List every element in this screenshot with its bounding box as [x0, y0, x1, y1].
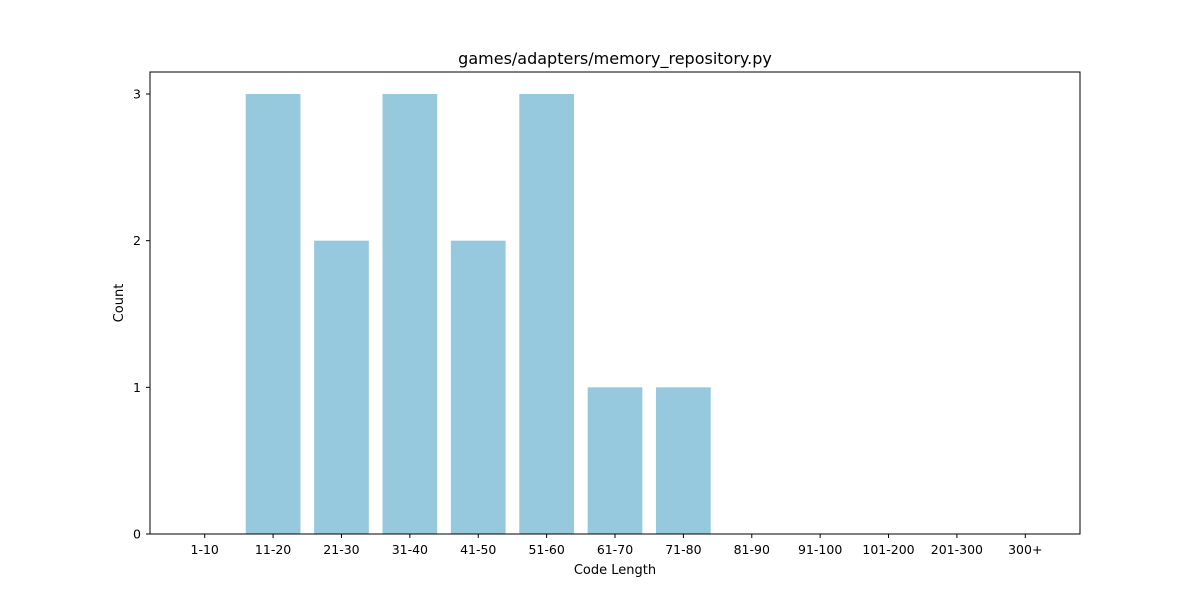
x-tick-label: 1-10 [191, 542, 219, 557]
x-tick-label: 300+ [1008, 542, 1042, 557]
y-axis-label: Count [112, 284, 127, 323]
y-axis-ticks: 0 1 2 3 [133, 87, 150, 542]
chart-title: games/adapters/memory_repository.py [458, 49, 772, 69]
x-tick-label: 51-60 [528, 542, 564, 557]
bar-11-20 [245, 94, 301, 534]
bar-21-30 [314, 240, 369, 534]
x-tick-label: 201-300 [931, 542, 983, 557]
y-tick-label: 1 [133, 380, 141, 395]
bar-41-50 [450, 240, 506, 534]
x-tick-label: 81-90 [734, 542, 770, 557]
x-tick-label: 41-50 [460, 542, 496, 557]
x-tick-label: 21-30 [323, 542, 359, 557]
bars-group [245, 94, 711, 534]
x-tick-label: 101-200 [862, 542, 914, 557]
bar-51-60 [519, 94, 574, 534]
x-tick-label: 61-70 [597, 542, 633, 557]
x-tick-label: 91-100 [798, 542, 842, 557]
bar-31-40 [382, 94, 438, 534]
x-axis-ticks: 1-10 11-20 21-30 31-40 41-50 51-60 61-70 71-80 8… [191, 534, 1042, 557]
x-tick-label: 31-40 [392, 542, 428, 557]
bar-71-80 [656, 387, 711, 534]
y-tick-label: 2 [133, 233, 141, 248]
x-axis-label: Code Length [574, 563, 656, 578]
y-tick-label: 0 [133, 527, 141, 542]
x-tick-label: 11-20 [255, 542, 291, 557]
x-tick-label: 71-80 [665, 542, 701, 557]
bar-61-70 [587, 387, 643, 534]
y-tick-label: 3 [133, 87, 141, 102]
